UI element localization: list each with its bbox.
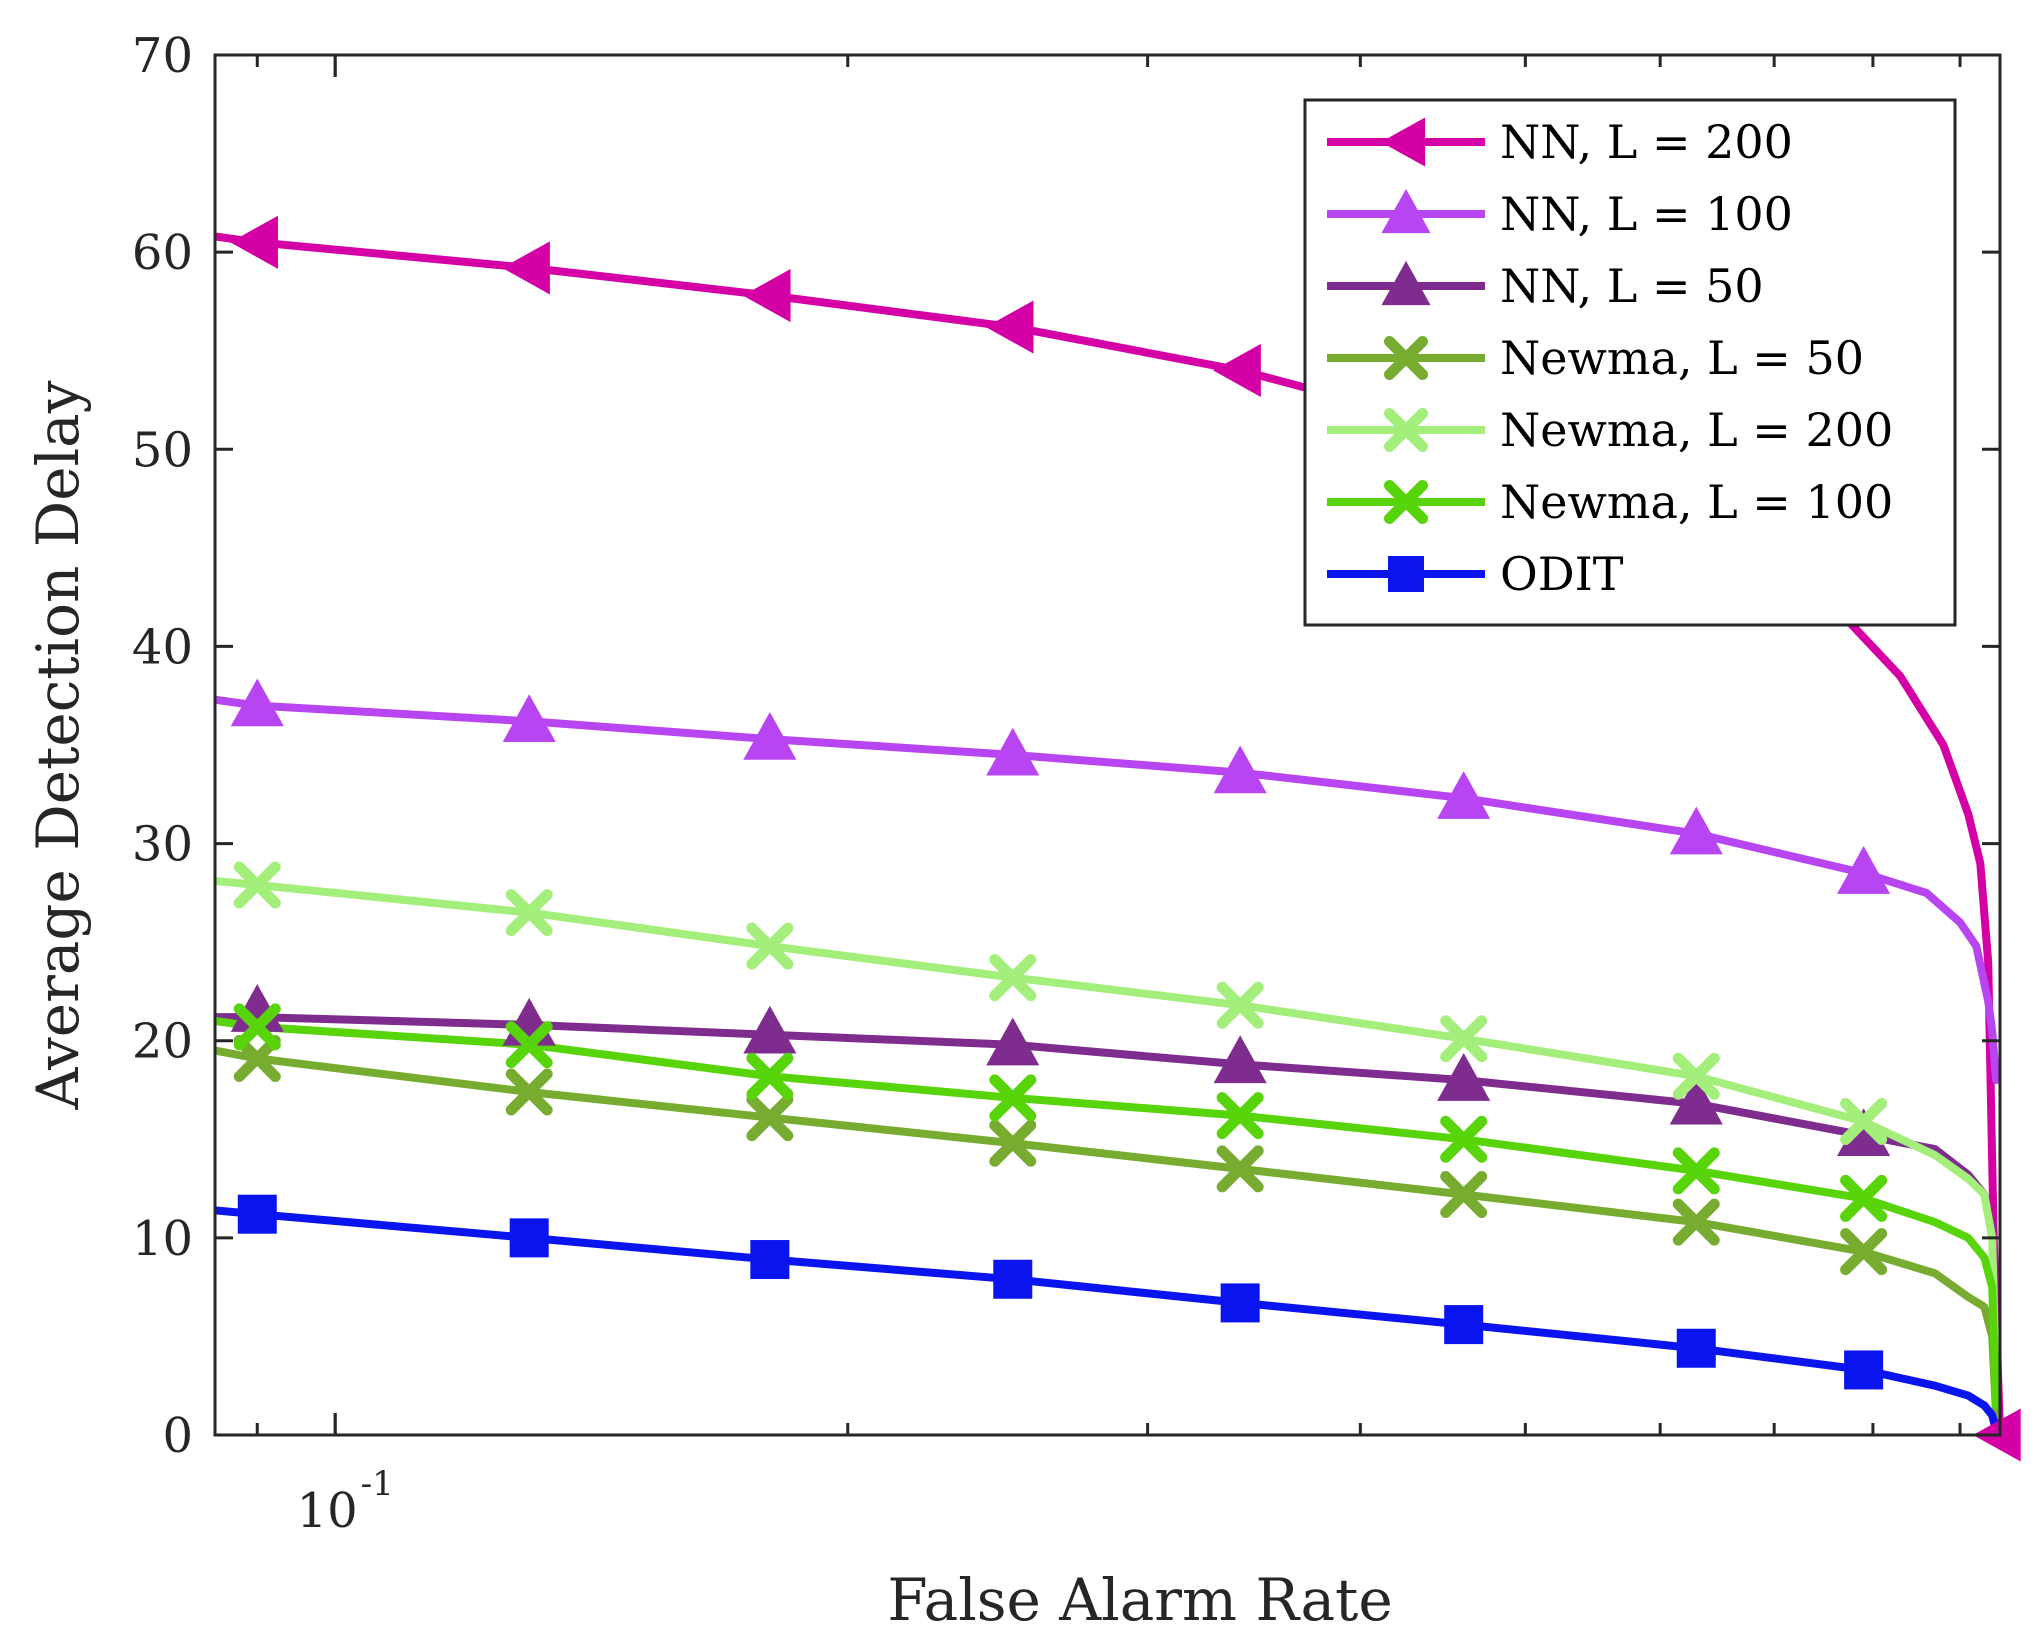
data-marker bbox=[1440, 1115, 1488, 1163]
x-tick-label-base: 10 bbox=[297, 1483, 358, 1539]
y-tick-label: 70 bbox=[132, 28, 193, 84]
y-tick-label: 30 bbox=[132, 817, 193, 873]
legend-label: NN, L = 100 bbox=[1500, 187, 1793, 241]
legend-label: Newma, L = 100 bbox=[1500, 475, 1893, 529]
legend-marker bbox=[1381, 260, 1431, 306]
data-marker bbox=[505, 1068, 553, 1116]
data-marker bbox=[989, 954, 1037, 1002]
series-line bbox=[215, 877, 2001, 1400]
data-marker bbox=[1840, 1098, 1888, 1146]
legend-marker bbox=[1384, 336, 1428, 380]
data-marker bbox=[505, 889, 553, 937]
data-marker bbox=[1672, 1198, 1720, 1246]
legend-label: Newma, L = 200 bbox=[1500, 403, 1893, 457]
data-marker bbox=[746, 922, 794, 970]
axes bbox=[213, 53, 2002, 1437]
data-marker bbox=[502, 241, 550, 295]
y-tick-label: 20 bbox=[132, 1014, 193, 1070]
legend-label: NN, L = 50 bbox=[1500, 259, 1764, 313]
y-tick-label: 10 bbox=[132, 1211, 193, 1267]
data-marker bbox=[742, 268, 791, 323]
data-marker bbox=[1440, 1015, 1488, 1063]
legend-label: ODIT bbox=[1500, 547, 1624, 601]
y-tick-label: 40 bbox=[132, 619, 193, 675]
data-marker bbox=[1669, 1076, 1723, 1125]
data-marker bbox=[1437, 1053, 1491, 1101]
data-marker bbox=[1216, 981, 1264, 1029]
series-line bbox=[215, 1017, 2001, 1410]
data-marker bbox=[237, 1194, 277, 1234]
series-line bbox=[215, 1046, 2001, 1420]
data-marker bbox=[993, 1259, 1033, 1299]
data-marker bbox=[1672, 1147, 1720, 1195]
data-marker bbox=[1676, 1328, 1716, 1368]
data-marker bbox=[230, 678, 284, 727]
y-axis-title: Average Detection Delay bbox=[24, 380, 92, 1110]
x-tick-label-exponent: -1 bbox=[361, 1464, 394, 1504]
data-marker bbox=[1669, 806, 1723, 855]
data-marker bbox=[743, 1005, 797, 1054]
data-marker bbox=[1216, 1145, 1264, 1193]
legend-marker bbox=[1380, 117, 1426, 167]
data-marker bbox=[1213, 343, 1261, 397]
data-marker bbox=[233, 1003, 281, 1051]
data-marker bbox=[1213, 1035, 1267, 1084]
y-tick-label: 60 bbox=[132, 225, 193, 281]
data-marker bbox=[230, 215, 278, 269]
data-marker bbox=[989, 1074, 1037, 1122]
data-marker bbox=[986, 1017, 1040, 1066]
legend-marker bbox=[1384, 408, 1428, 452]
legend: NN, L = 200 NN, L = 100 NN, L = 50 Newma, L… bbox=[1303, 98, 1957, 627]
data-marker bbox=[1216, 1092, 1264, 1140]
data-marker bbox=[1844, 1350, 1884, 1390]
plot-box bbox=[213, 53, 2002, 1437]
data-marker bbox=[1444, 1305, 1484, 1345]
data-marker bbox=[1440, 1170, 1488, 1218]
legend-label: NN, L = 200 bbox=[1500, 115, 1793, 169]
data-marker bbox=[986, 727, 1040, 776]
x-axis-title: False Alarm Rate bbox=[887, 1566, 1392, 1634]
data-marker bbox=[1672, 1052, 1720, 1100]
legend-marker bbox=[1384, 480, 1428, 524]
data-marker bbox=[502, 694, 556, 743]
series-line bbox=[215, 1206, 2001, 1436]
data-marker bbox=[989, 1119, 1037, 1167]
data-marker bbox=[985, 300, 1034, 354]
data-marker bbox=[1840, 1228, 1888, 1276]
series-markers bbox=[230, 215, 2021, 1462]
data-marker bbox=[505, 1021, 553, 1069]
legend-marker bbox=[1381, 188, 1431, 234]
data-marker bbox=[1840, 1174, 1888, 1222]
data-marker bbox=[746, 1052, 794, 1100]
data-marker bbox=[746, 1094, 794, 1142]
data-marker bbox=[743, 711, 797, 760]
data-marker bbox=[509, 1218, 549, 1258]
legend-label: Newma, L = 50 bbox=[1500, 331, 1864, 385]
y-tick-label: 50 bbox=[132, 422, 193, 478]
legend-marker bbox=[1388, 556, 1424, 592]
y-tick-label: 0 bbox=[162, 1408, 193, 1464]
data-marker bbox=[1220, 1283, 1260, 1323]
data-marker bbox=[233, 861, 281, 909]
data-marker bbox=[750, 1240, 790, 1280]
data-marker bbox=[1837, 846, 1891, 894]
data-marker bbox=[1213, 745, 1267, 794]
data-marker bbox=[1437, 771, 1491, 819]
